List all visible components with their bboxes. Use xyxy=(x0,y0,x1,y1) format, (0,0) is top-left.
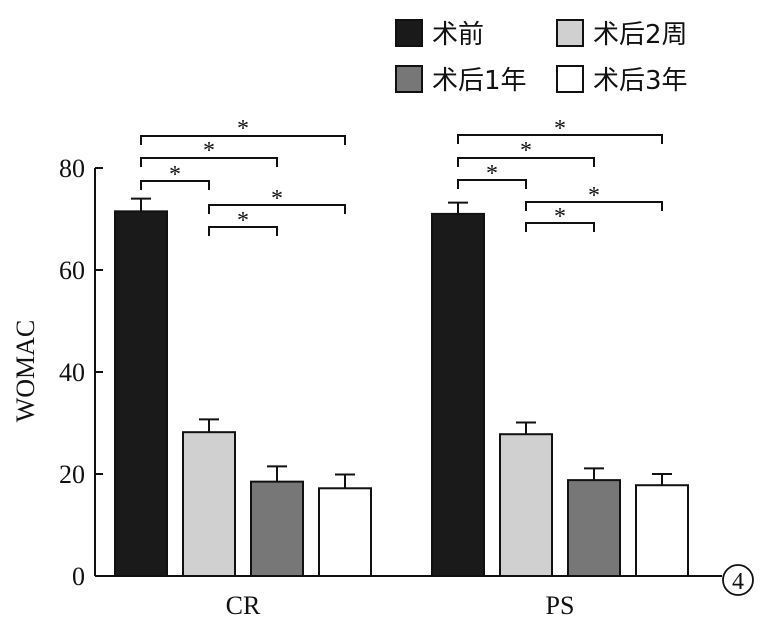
bar-cr-3 xyxy=(250,480,304,577)
significance-brackets: * * * * * * * * * * xyxy=(140,116,663,236)
significance-bracket xyxy=(457,134,663,144)
bar-cr-1 xyxy=(114,210,168,577)
significance-star: * xyxy=(237,208,249,234)
legend-swatch-2 xyxy=(556,19,584,47)
legend-label-4: 术后3年 xyxy=(593,66,688,96)
legend-label-1: 术前 xyxy=(432,20,484,50)
significance-star: * xyxy=(237,116,249,142)
significance-star: * xyxy=(203,138,215,164)
bar-ps-4 xyxy=(635,484,689,577)
significance-bracket xyxy=(457,179,527,189)
panel-label: 4 xyxy=(722,564,754,596)
bar-cr-4 xyxy=(318,487,372,577)
significance-bracket xyxy=(525,201,663,211)
legend-label-2: 术后2周 xyxy=(593,20,688,50)
bar-cr-2 xyxy=(182,431,236,577)
bar-ps-3 xyxy=(567,479,621,577)
significance-star: * xyxy=(554,116,566,142)
significance-star: * xyxy=(554,204,566,230)
significance-bracket xyxy=(140,157,278,167)
significance-star: * xyxy=(520,138,532,164)
significance-bracket xyxy=(140,135,346,145)
x-tick-label-cr: CR xyxy=(226,591,261,620)
bar-ps-2 xyxy=(499,433,553,577)
y-tick-label: 20 xyxy=(59,460,85,489)
significance-bracket xyxy=(140,180,210,190)
legend-label-3: 术后1年 xyxy=(432,66,527,96)
significance-bracket xyxy=(525,222,595,232)
y-tick-label: 60 xyxy=(59,256,85,285)
y-ticks: 0 20 40 60 80 xyxy=(59,154,103,591)
panel-label-text: 4 xyxy=(732,569,744,595)
significance-star: * xyxy=(486,161,498,187)
panel-label-circle xyxy=(722,564,754,596)
significance-star: * xyxy=(271,186,283,212)
significance-star: * xyxy=(588,183,600,209)
bar-ps-1 xyxy=(431,212,485,577)
x-tick-label-ps: PS xyxy=(546,591,575,620)
y-tick-label: 0 xyxy=(72,562,85,591)
y-axis-label: WOMAC xyxy=(11,320,40,423)
legend-swatch-4 xyxy=(556,65,584,93)
significance-bracket xyxy=(208,204,346,214)
x-tick-labels: CR PS xyxy=(226,591,575,620)
legend-swatch-3 xyxy=(395,65,423,93)
y-tick-label: 40 xyxy=(59,358,85,387)
significance-bracket xyxy=(208,226,278,236)
y-tick-label: 80 xyxy=(59,154,85,183)
legend-swatch-1 xyxy=(395,19,423,47)
bars xyxy=(114,197,689,577)
significance-bracket xyxy=(457,157,595,167)
significance-star: * xyxy=(169,162,181,188)
